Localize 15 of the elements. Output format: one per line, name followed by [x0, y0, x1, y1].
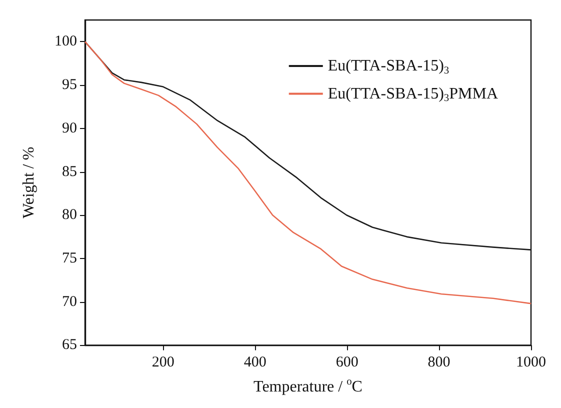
line-series [84, 41, 532, 304]
y-tick-label: 80 [62, 207, 77, 224]
x-tick-label: 200 [152, 354, 174, 371]
x-tick-label: 800 [428, 354, 450, 371]
x-tick-label: 400 [244, 354, 266, 371]
y-tick-label: 65 [62, 337, 77, 354]
y-axis-title: Weight / % [20, 146, 38, 218]
y-tick-label: 75 [62, 250, 77, 266]
y-tick-label: 100 [54, 34, 77, 50]
x-tick-label: 600 [336, 354, 358, 371]
y-tick-label: 85 [62, 164, 77, 180]
y-tick-label: 95 [62, 77, 77, 94]
y-tick-label: 70 [62, 294, 77, 310]
x-tick-label: 1000 [516, 354, 546, 371]
y-tick-label: 90 [62, 120, 77, 136]
